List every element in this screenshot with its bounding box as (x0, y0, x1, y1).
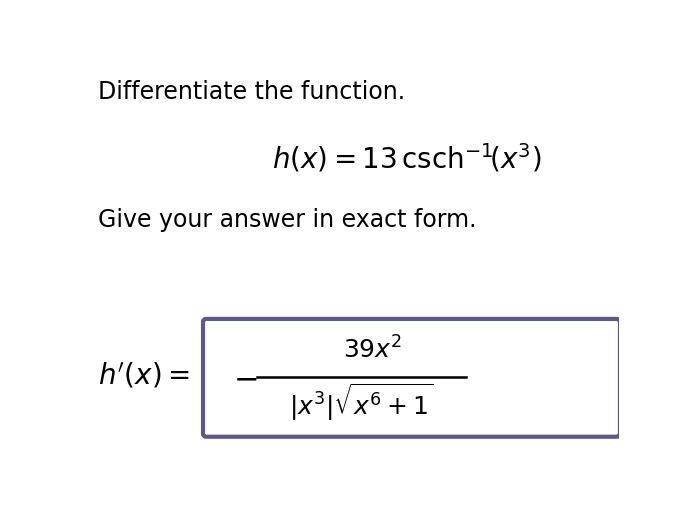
FancyBboxPatch shape (203, 319, 620, 437)
Text: $|x^3|\sqrt{x^6+1}$: $|x^3|\sqrt{x^6+1}$ (289, 381, 433, 422)
Text: $39x^2$: $39x^2$ (343, 336, 402, 363)
Text: $-$: $-$ (233, 364, 257, 393)
Text: Give your answer in exact form.: Give your answer in exact form. (98, 207, 476, 231)
Text: $h'(x) =$: $h'(x) =$ (98, 360, 189, 389)
Text: $h(x) = 13\,\mathrm{csch}^{-1}\!\left(x^3\right)$: $h(x) = 13\,\mathrm{csch}^{-1}\!\left(x^… (272, 142, 541, 175)
Text: Differentiate the function.: Differentiate the function. (98, 80, 405, 104)
